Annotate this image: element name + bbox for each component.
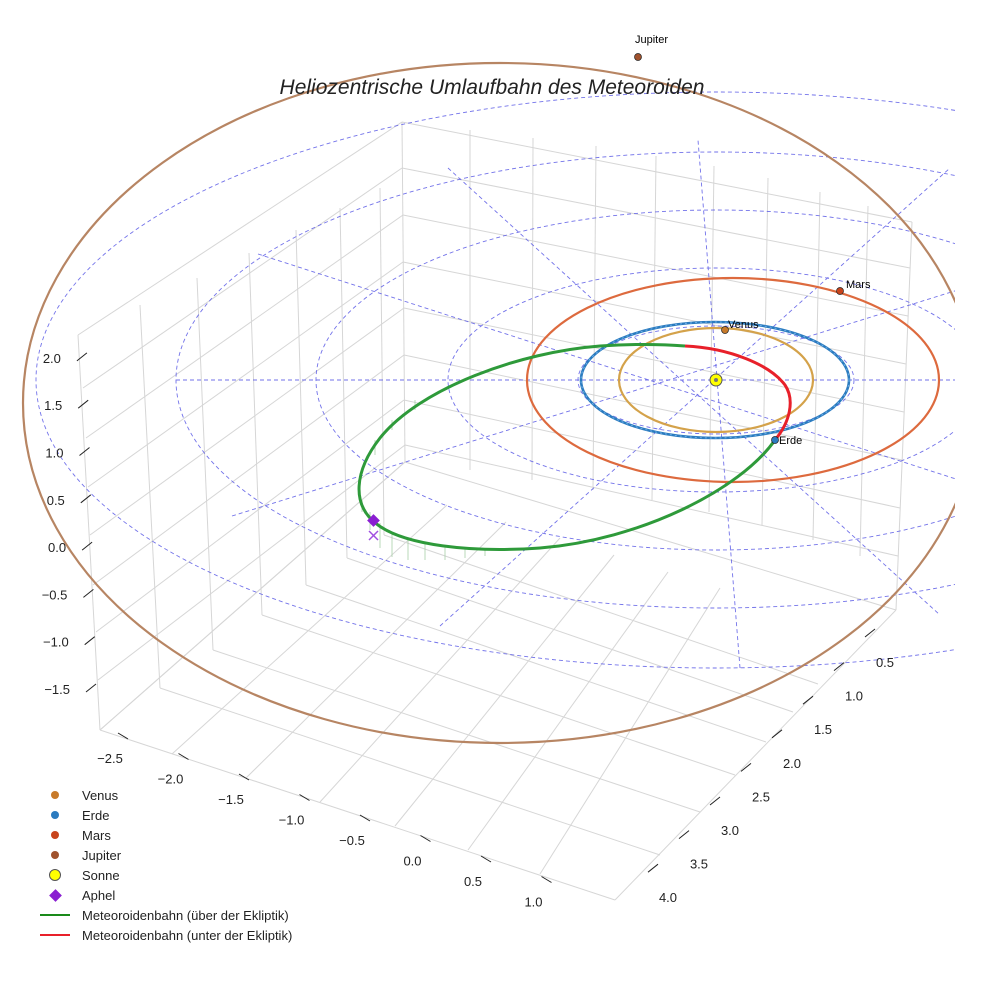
z-tick-label-mark [81, 541, 93, 551]
legend-item: Meteoroidenbahn (über der Ekliptik) [38, 905, 292, 925]
x-tick-label: 1.0 [524, 895, 542, 910]
y-tick-label-mark [771, 729, 783, 739]
legend-label: Meteoroidenbahn (unter der Ekliptik) [82, 927, 293, 943]
y-tick-label: 1.0 [845, 689, 863, 704]
x-tick-label-mark [238, 773, 250, 781]
x-tick-label-mark [359, 814, 371, 822]
legend-swatch [38, 905, 72, 925]
x-tick-label: −1.0 [279, 813, 305, 828]
z-tick-label-mark [83, 589, 94, 598]
legend-item: Aphel [38, 885, 292, 905]
mars-marker [836, 287, 844, 295]
z-tick-label: 1.0 [45, 446, 63, 461]
z-tick-label: 0.5 [47, 493, 65, 508]
earth-marker [771, 436, 779, 444]
ecliptic-grid [35, 91, 955, 669]
x-tick-label-mark [178, 753, 189, 760]
x-tick-label-mark [117, 732, 129, 740]
y-tick-label-mark [833, 662, 845, 671]
legend-item: Sonne [38, 865, 292, 885]
legend-swatch [38, 865, 72, 885]
axis-grid [77, 121, 913, 901]
z-tick-label: 1.5 [44, 398, 62, 413]
x-tick-label: −1.5 [218, 792, 244, 807]
x-tick-label: −2.0 [158, 772, 184, 787]
legend-label: Sonne [82, 867, 120, 883]
z-tick-label: −0.5 [42, 587, 68, 602]
legend-item: Venus [38, 785, 292, 805]
z-tick-label: 2.0 [43, 351, 61, 366]
jupiter-orbit [22, 62, 955, 744]
legend-swatch [38, 885, 72, 905]
chart-title: Heliozentrische Umlaufbahn des Meteoroid… [280, 76, 705, 99]
legend-swatch [38, 925, 72, 945]
legend-item: Meteoroidenbahn (unter der Ekliptik) [38, 925, 292, 945]
y-tick-label: 3.0 [721, 823, 739, 838]
meteoroid-orbit-above [357, 343, 777, 551]
z-tick-label-mark [84, 636, 96, 646]
z-tick-label: −1.0 [43, 635, 69, 650]
y-tick-label-mark [678, 830, 690, 839]
legend-item: Jupiter [38, 845, 292, 865]
x-tick-label: 0.5 [464, 874, 482, 889]
legend-item: Mars [38, 825, 292, 845]
legend-label: Aphel [82, 887, 116, 903]
axis-ticks: −2.5 −2.0 −1.5 −1.0 −0.5 0.0 0.5 1.0 0.5 1.0 1.5 2.… [42, 351, 894, 910]
y-tick-label: 2.0 [783, 756, 801, 771]
z-tick-label: −1.5 [44, 682, 70, 697]
venus-orbit [617, 326, 815, 434]
x-tick-label: −2.5 [97, 751, 123, 766]
meteoroid-orbit-below [684, 344, 792, 441]
x-tick-label: 0.0 [403, 854, 421, 869]
x-tick-label: −0.5 [339, 833, 365, 848]
aphelion-projection [368, 530, 379, 541]
y-tick-label-mark [709, 796, 721, 806]
x-tick-label-mark [541, 876, 552, 883]
z-tick-label-mark [85, 683, 97, 693]
y-tick-label: 2.5 [752, 789, 770, 804]
legend: Venus Erde Mars Jupiter Sonne Aphel Meteoroide… [38, 785, 292, 945]
drop-lines [361, 400, 486, 560]
legend-label: Venus [82, 787, 119, 803]
z-tick-label-mark [76, 352, 88, 362]
x-tick-label-mark [420, 835, 431, 842]
y-tick-label-mark [864, 628, 876, 638]
legend-swatch [38, 785, 72, 805]
legend-label: Mars [82, 827, 111, 843]
legend-label: Jupiter [82, 847, 122, 863]
x-tick-label-mark [480, 855, 492, 863]
legend-swatch [38, 845, 72, 865]
earth-label: Erde [779, 435, 802, 447]
legend-label: Meteoroidenbahn (über der Ekliptik) [82, 907, 289, 923]
mars-label: Mars [846, 279, 871, 291]
venus-label: Venus [728, 319, 759, 331]
y-tick-label: 1.5 [814, 722, 832, 737]
y-tick-label: 3.5 [690, 857, 708, 872]
y-tick-label-mark [802, 695, 814, 705]
venus-marker [721, 326, 729, 334]
y-tick-label-mark [647, 863, 659, 873]
y-tick-label: 4.0 [659, 890, 677, 905]
y-tick-label: 0.5 [876, 655, 894, 670]
legend-item: Erde [38, 805, 292, 825]
legend-swatch [38, 805, 72, 825]
legend-label: Erde [82, 807, 110, 823]
x-tick-label-mark [299, 794, 310, 801]
z-tick-label: 0.0 [48, 540, 66, 555]
z-tick-label-mark [79, 447, 90, 456]
y-tick-label-mark [740, 763, 752, 772]
z-tick-label-mark [77, 399, 89, 409]
jupiter-label: Jupiter [635, 34, 668, 46]
legend-swatch [38, 825, 72, 845]
jupiter-marker [634, 53, 642, 61]
z-tick-label-mark [80, 494, 92, 504]
